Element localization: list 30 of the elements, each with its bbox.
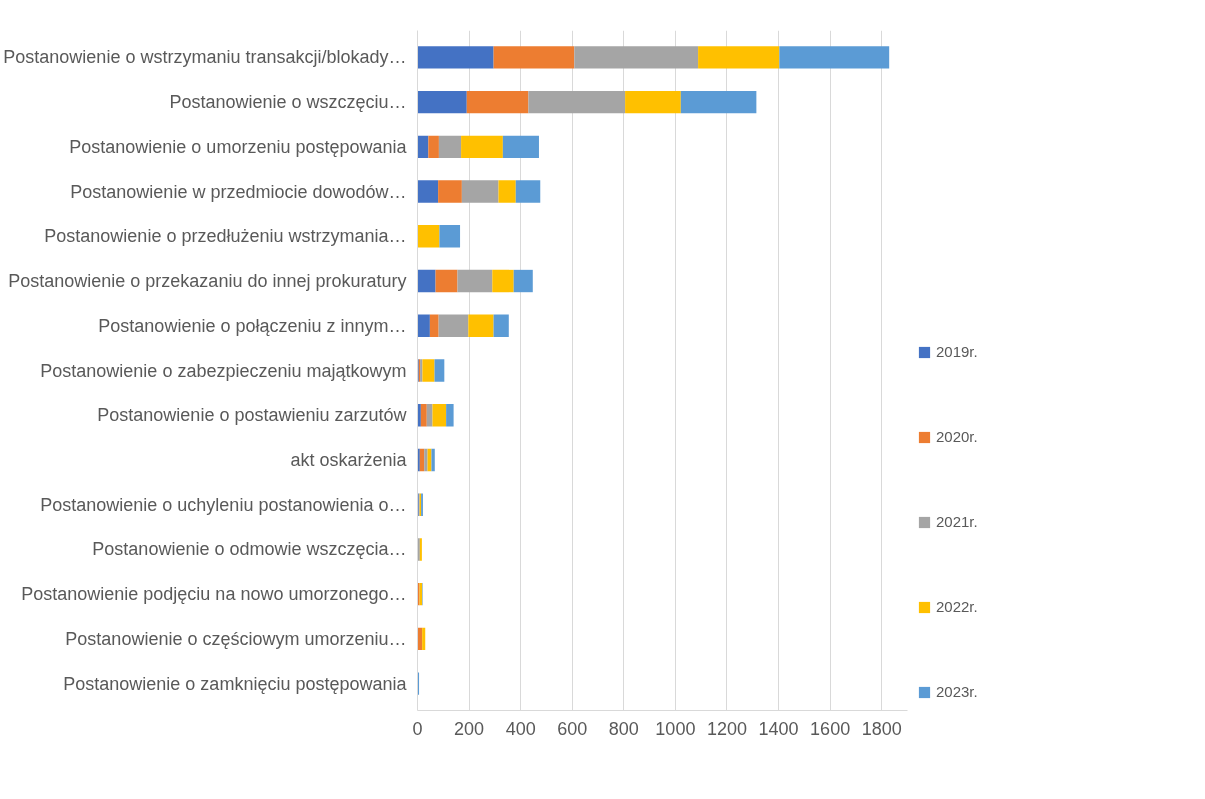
y-tick-label: Postanowienie o odmowie wszczęcia…: [92, 539, 407, 560]
y-tick-label: Postanowienie podjęciu na nowo umorzonego…: [21, 584, 407, 605]
y-tick-label: Postanowienie o zamknięciu postępowania: [63, 673, 408, 694]
x-tick-label: 1800: [861, 718, 902, 739]
x-tick-label: 0: [412, 718, 423, 739]
x-tick-label: 800: [608, 718, 639, 739]
x-tick-label: 600: [557, 718, 588, 739]
x-tick-label: 1400: [758, 718, 799, 739]
legend-label: 2019r.: [936, 343, 978, 360]
y-tick-label: Postanowienie o uchyleniu postanowienia o…: [40, 494, 407, 515]
y-tick-label: Postanowienie o zabezpieczeniu majątkowym: [40, 360, 407, 381]
x-tick-label: 1200: [706, 718, 747, 739]
x-tick-label: 1600: [810, 718, 851, 739]
x-tick-label: 1000: [655, 718, 696, 739]
legend-label: 2023r.: [936, 683, 978, 700]
legend-label: 2020r.: [936, 428, 978, 445]
x-tick-label: 400: [505, 718, 536, 739]
y-tick-label: Postanowienie o umorzeniu postępowania: [69, 136, 408, 157]
y-tick-label: akt oskarżenia: [290, 449, 408, 470]
y-tick-label: Postanowienie o przedłużeniu wstrzymania…: [44, 226, 407, 247]
legend-label: 2021r.: [936, 513, 978, 530]
y-tick-label: Postanowienie o wszczęciu…: [169, 92, 407, 113]
y-tick-label: Postanowienie o postawieniu zarzutów: [97, 405, 408, 426]
y-tick-label: Postanowienie o przekazaniu do innej prokuratury: [8, 271, 407, 292]
y-tick-label: Postanowienie o wstrzymaniu transakcji/blokady…: [3, 47, 407, 68]
y-tick-label: Postanowienie w przedmiocie dowodów…: [70, 181, 407, 202]
legend-label: 2022r.: [936, 598, 978, 615]
y-tick-label: Postanowienie o częściowym umorzeniu…: [65, 628, 407, 649]
y-tick-label: Postanowienie o połączeniu z innym…: [98, 315, 407, 336]
x-tick-label: 200: [454, 718, 485, 739]
